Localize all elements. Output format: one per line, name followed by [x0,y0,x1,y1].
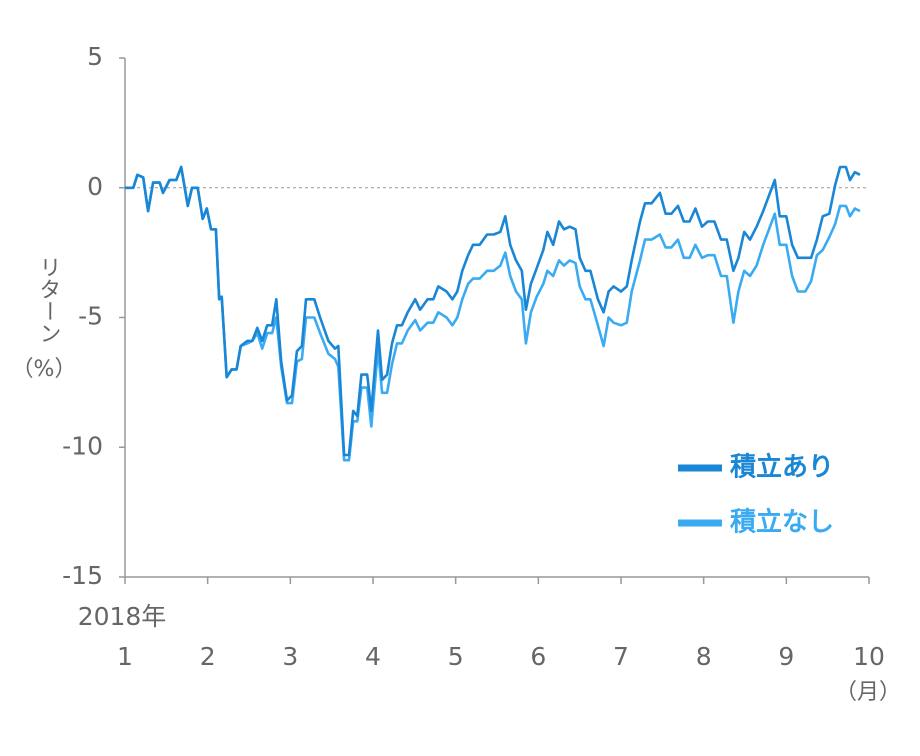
x-tick-label: 3 [282,642,298,671]
x-axis-unit: （月） [835,680,901,705]
x-tick-label: 2 [200,642,216,671]
x-tick-label: 8 [696,642,712,671]
x-tick-label: 9 [778,642,794,671]
x-tick-label: 5 [448,642,464,671]
legend-label: 積立あり [730,452,834,483]
y-tick-label: -10 [62,431,103,460]
y-axis-unit: （%） [12,357,77,382]
x-tick-label: 6 [530,642,546,671]
year-label: 2018年 [78,602,167,631]
y-tick-label: 0 [87,172,103,201]
y-tick-label: -15 [62,561,103,590]
y-axis-label: リターン [36,256,61,344]
series-line [125,165,861,457]
x-tick-label: 7 [613,642,629,671]
x-tick-label: 1 [117,642,133,671]
y-tick-label: 5 [87,42,103,71]
series-line [125,165,861,462]
x-tick-label: 10 [853,642,885,671]
x-tick-label: 4 [365,642,381,671]
legend-label: 積立なし [730,507,834,538]
y-tick-label: -5 [78,302,103,331]
